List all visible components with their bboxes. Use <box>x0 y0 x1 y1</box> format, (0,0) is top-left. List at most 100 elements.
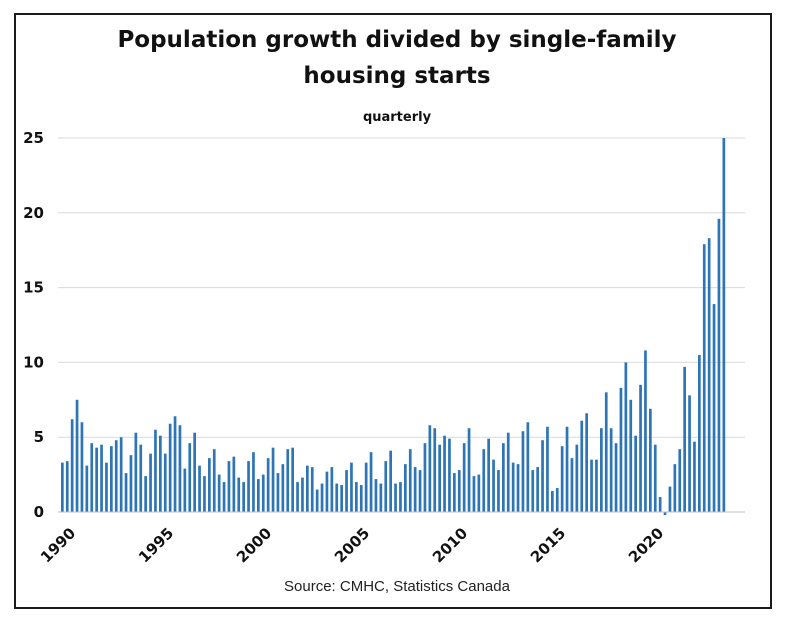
bar <box>497 470 500 512</box>
bar <box>595 459 598 512</box>
chart-title-line2: housing starts <box>303 63 491 89</box>
bar <box>600 428 603 512</box>
bar <box>492 459 495 512</box>
bar <box>408 449 412 512</box>
bar <box>315 489 319 512</box>
bar <box>124 473 128 512</box>
bar <box>105 462 108 512</box>
bar <box>193 432 196 512</box>
bar <box>276 473 280 512</box>
bar <box>413 467 417 512</box>
bar <box>546 426 549 512</box>
bar <box>443 435 446 512</box>
bar <box>65 461 69 512</box>
bar <box>80 422 84 512</box>
bar <box>247 461 250 512</box>
bar <box>673 464 677 512</box>
bar <box>394 483 397 512</box>
bar <box>428 425 432 512</box>
bar <box>163 453 167 512</box>
bar <box>541 440 544 512</box>
bar <box>159 435 162 512</box>
bar <box>688 395 691 512</box>
bar <box>423 443 427 512</box>
bar <box>609 428 613 512</box>
chart-subtitle: quarterly <box>362 110 432 125</box>
bar <box>296 482 299 512</box>
bar <box>683 366 686 512</box>
bar-series <box>61 138 726 515</box>
x-tick-label: 2005 <box>331 524 373 566</box>
bar <box>75 399 79 512</box>
bar <box>203 476 206 512</box>
bar <box>340 485 343 512</box>
bar <box>457 470 461 512</box>
bar <box>384 461 388 512</box>
bar <box>222 482 226 512</box>
bar <box>178 425 182 512</box>
bar <box>585 413 588 512</box>
bar <box>619 387 623 512</box>
bar <box>149 453 152 512</box>
gridlines <box>58 137 745 438</box>
bar <box>188 443 192 512</box>
bar <box>477 474 481 512</box>
x-tick-label: 2015 <box>527 524 569 566</box>
bar <box>110 446 113 512</box>
y-tick-labels: 0 5 10 15 20 25 <box>23 129 44 521</box>
bar <box>61 462 64 512</box>
bar <box>472 476 476 512</box>
x-tick-label: 1990 <box>37 524 79 566</box>
bar <box>364 462 368 512</box>
bar <box>604 392 608 512</box>
bar <box>369 452 373 512</box>
bar <box>134 432 138 512</box>
bar <box>330 467 334 512</box>
bar <box>506 432 510 512</box>
bar <box>90 443 94 512</box>
bar <box>404 464 407 512</box>
bar <box>281 464 285 512</box>
x-tick-label: 2000 <box>233 524 275 566</box>
bar <box>173 416 177 512</box>
bar <box>320 483 324 512</box>
bar <box>306 465 309 512</box>
bar <box>350 462 353 512</box>
bar <box>639 384 642 512</box>
bar <box>590 459 593 512</box>
bar <box>257 479 260 512</box>
bar <box>114 440 118 512</box>
bar <box>389 450 392 512</box>
chart-source: Source: CMHC, Statistics Canada <box>284 578 510 595</box>
bar <box>663 512 667 515</box>
bar <box>301 477 304 512</box>
bar <box>291 447 294 512</box>
y-tick-label: 15 <box>23 279 44 297</box>
y-tick-label: 25 <box>23 129 44 147</box>
bar <box>678 449 682 512</box>
bar <box>252 452 255 512</box>
bar <box>467 428 471 512</box>
y-tick-label: 20 <box>23 204 44 222</box>
bar <box>531 470 535 512</box>
bar <box>555 488 559 512</box>
bar <box>707 238 711 513</box>
bar <box>614 443 618 512</box>
chart-title-line1: Population growth divided by single-fami… <box>117 27 677 53</box>
bar <box>712 304 716 512</box>
bar <box>183 468 187 512</box>
bar <box>448 438 451 512</box>
bar <box>100 444 103 512</box>
x-tick-label: 1995 <box>135 524 177 566</box>
bar <box>575 444 579 512</box>
bar <box>565 426 569 512</box>
bar <box>453 473 456 512</box>
x-tick-label: 2020 <box>625 524 667 566</box>
bar <box>629 399 633 512</box>
bar <box>139 444 143 512</box>
bar <box>266 458 270 512</box>
bar <box>521 431 525 512</box>
bar <box>237 477 241 512</box>
bar <box>487 438 490 512</box>
